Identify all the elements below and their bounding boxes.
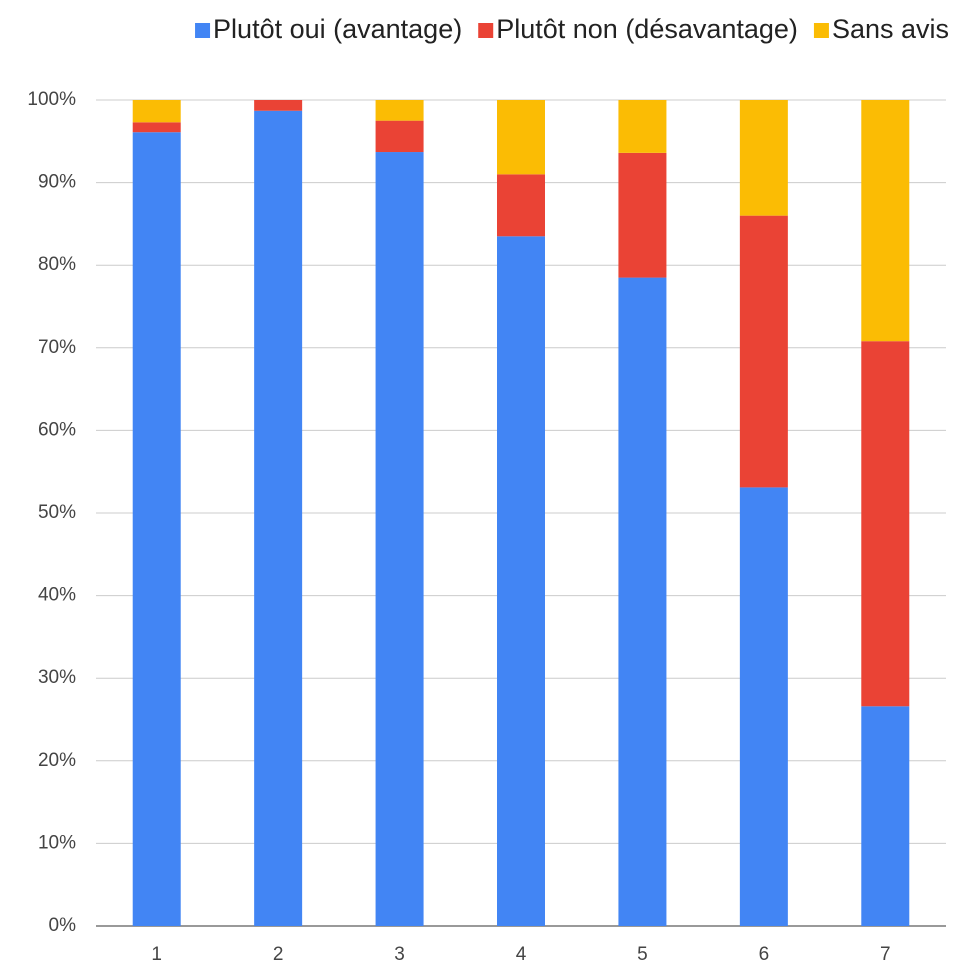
y-tick-label: 0%	[49, 915, 77, 936]
bar-segment	[861, 706, 910, 926]
x-tick-label: 4	[516, 944, 527, 964]
y-tick-label: 50%	[38, 502, 76, 523]
y-tick-label: 100%	[27, 89, 76, 110]
legend-swatch	[478, 23, 494, 38]
bar-segment	[132, 122, 181, 133]
legend-swatch	[813, 23, 829, 38]
bar-segment	[375, 100, 424, 121]
bar-segment	[497, 100, 545, 175]
bar-segment	[739, 215, 788, 488]
x-tick-label: 7	[880, 944, 891, 964]
bar-segment	[132, 100, 181, 123]
y-tick-label: 30%	[38, 667, 76, 688]
bar-segment	[375, 152, 424, 927]
bar-segment	[739, 100, 788, 216]
x-tick-label: 1	[151, 944, 162, 964]
y-tick-label: 10%	[38, 832, 76, 853]
bar-segment	[861, 100, 910, 342]
y-tick-label: 90%	[38, 172, 76, 193]
legend-label: Plutôt oui (avantage)	[213, 14, 462, 44]
bar-segment	[618, 152, 667, 278]
bar-segment	[132, 132, 181, 927]
bar-segment	[618, 100, 667, 153]
bar-segment	[618, 277, 667, 927]
x-tick-label: 3	[394, 944, 405, 964]
x-tick-label: 6	[759, 944, 770, 964]
bar-segment	[739, 487, 788, 926]
bar-segment	[254, 100, 303, 111]
bar-segment	[861, 341, 910, 707]
x-tick-label: 5	[637, 944, 648, 964]
bar-segment	[497, 236, 545, 927]
legend-label: Sans avis	[832, 14, 949, 44]
y-tick-label: 20%	[38, 750, 76, 771]
bar-segment	[375, 120, 424, 153]
bar-segment	[497, 174, 545, 237]
legend-swatch	[195, 23, 211, 38]
y-tick-label: 80%	[38, 254, 76, 275]
y-tick-label: 70%	[38, 337, 76, 358]
bar-segment	[254, 110, 303, 927]
y-tick-label: 60%	[38, 419, 76, 440]
x-tick-label: 2	[273, 944, 284, 964]
legend-label: Plutôt non (désavantage)	[496, 14, 798, 44]
y-tick-label: 40%	[38, 585, 76, 606]
